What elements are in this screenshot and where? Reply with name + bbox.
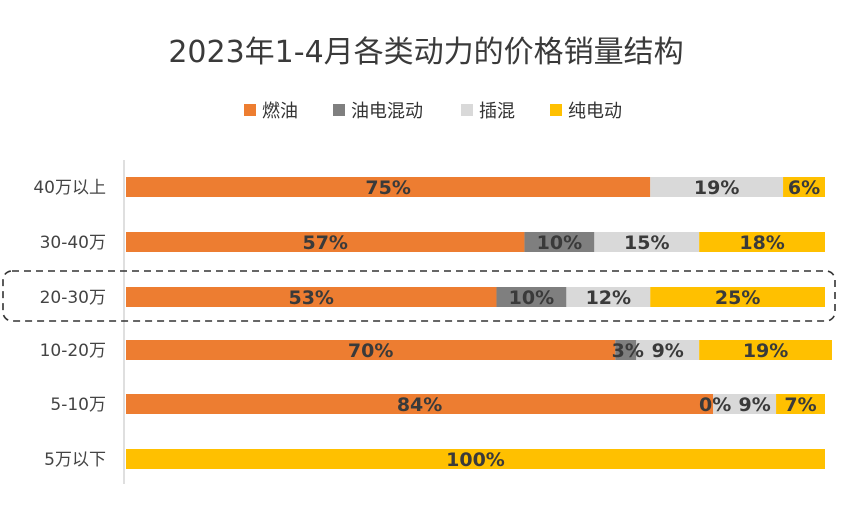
category-label-5: 5万以下 <box>44 450 106 470</box>
value-label-0-0: 75% <box>365 177 410 199</box>
bar-1-3 <box>699 232 825 252</box>
legend-swatch-2 <box>461 104 473 116</box>
category-label-2: 20-30万 <box>40 288 106 308</box>
legend-label-2: 插混 <box>479 101 515 122</box>
bar-4-3 <box>776 394 825 414</box>
bar-2-3 <box>650 287 825 307</box>
legend-swatch-1 <box>333 104 345 116</box>
bar-2-1 <box>496 287 567 307</box>
value-label-0-3: 6% <box>788 177 820 199</box>
bar-1-0 <box>126 232 525 252</box>
chart-title: 2023年1-4月各类动力的价格销量结构 <box>168 35 683 70</box>
value-label-4-0: 84% <box>397 394 442 416</box>
category-labels: 40万以上 30-40万 20-30万 10-20万 5-10万 5万以下 <box>33 178 106 470</box>
bar-0-3 <box>783 177 825 197</box>
value-label-4-2: 9% <box>738 394 770 416</box>
bar-3-0 <box>126 340 616 360</box>
value-label-2-0: 53% <box>288 287 333 309</box>
legend-swatch-0 <box>244 104 256 116</box>
value-label-4-1: 0% <box>699 394 731 416</box>
legend-label-3: 纯电动 <box>568 101 622 122</box>
value-label-3-2: 9% <box>652 340 684 362</box>
bar-1-1 <box>524 232 595 252</box>
value-label-1-2: 15% <box>624 232 669 254</box>
bar-3-2 <box>636 340 700 360</box>
category-label-0: 40万以上 <box>33 178 106 198</box>
value-label-1-1: 10% <box>537 232 582 254</box>
bar-5-3 <box>126 449 825 469</box>
category-label-4: 5-10万 <box>50 395 106 415</box>
highlight-box <box>2 270 836 322</box>
value-label-3-3: 19% <box>743 340 788 362</box>
bars <box>126 177 832 469</box>
value-label-2-1: 10% <box>509 287 554 309</box>
bar-1-2 <box>594 232 700 252</box>
bar-0-0 <box>126 177 651 197</box>
category-label-3: 10-20万 <box>40 341 106 361</box>
bar-4-2 <box>713 394 777 414</box>
bar-3-3 <box>699 340 832 360</box>
legend: 燃油 油电混动 插混 纯电动 <box>244 101 622 122</box>
value-label-4-3: 7% <box>784 394 816 416</box>
value-label-5-3: 100% <box>446 449 505 471</box>
bar-2-0 <box>126 287 497 307</box>
value-label-2-3: 25% <box>715 287 760 309</box>
category-label-1: 30-40万 <box>40 233 106 253</box>
legend-label-0: 燃油 <box>262 101 298 122</box>
value-label-1-3: 18% <box>739 232 784 254</box>
value-label-2-2: 12% <box>586 287 631 309</box>
bar-3-1 <box>615 340 637 360</box>
bar-2-2 <box>566 287 651 307</box>
value-label-1-0: 57% <box>302 232 347 254</box>
legend-swatch-3 <box>550 104 562 116</box>
bar-4-0 <box>126 394 714 414</box>
bar-0-2 <box>650 177 784 197</box>
value-labels: 75% 19% 6% 57% 10% 15% 18% 53% 10% 12% 25% 70% 3% 9% 1… <box>288 177 820 471</box>
value-label-3-0: 70% <box>348 340 393 362</box>
legend-label-1: 油电混动 <box>351 101 423 122</box>
value-label-3-1: 3% <box>612 340 644 362</box>
value-label-0-2: 19% <box>694 177 739 199</box>
